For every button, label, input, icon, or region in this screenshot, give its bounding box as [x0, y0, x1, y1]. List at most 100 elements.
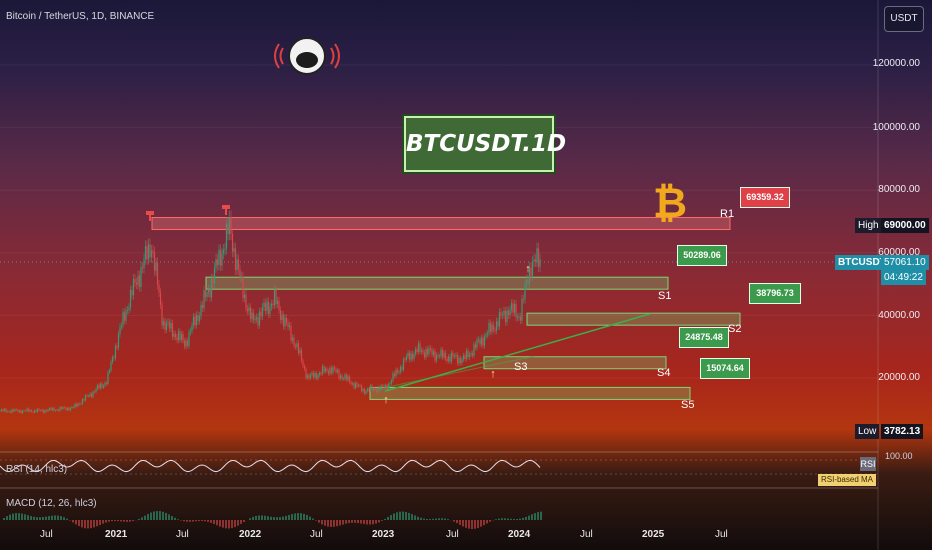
- candle-body: [77, 403, 79, 407]
- candle-body: [153, 252, 156, 271]
- candle-body: [131, 290, 133, 296]
- macd-bar: [405, 512, 407, 520]
- candle-body: [96, 385, 99, 390]
- candle-body: [167, 321, 169, 323]
- s2-callout: 38796.73: [749, 283, 801, 304]
- candle-body: [173, 333, 175, 337]
- candle-body: [366, 389, 369, 392]
- candle-body: [224, 248, 226, 250]
- candle-body: [6, 411, 9, 413]
- candle-body: [276, 300, 279, 305]
- macd-bar: [447, 519, 449, 520]
- candle-body: [149, 244, 151, 258]
- candle-body: [426, 348, 429, 355]
- candle-body: [318, 372, 321, 376]
- macd-bar: [126, 520, 128, 522]
- candle-body: [108, 370, 111, 373]
- candle-body: [495, 321, 498, 331]
- candle-body: [377, 387, 379, 393]
- candle-body: [210, 278, 213, 298]
- candle-body: [446, 358, 448, 361]
- candle-body: [215, 259, 217, 268]
- macd-bar: [540, 511, 542, 520]
- currency-button[interactable]: USDT: [884, 6, 924, 32]
- candle-body: [507, 310, 510, 316]
- candle-body: [12, 409, 15, 412]
- high-label: High: [855, 218, 882, 233]
- candle-body: [279, 310, 282, 321]
- candle-body: [177, 331, 180, 341]
- candle-body: [392, 373, 394, 381]
- rsi-label[interactable]: RSI (14, hlc3): [6, 464, 68, 475]
- candle-body: [374, 388, 376, 390]
- candle-body: [237, 259, 240, 270]
- macd-bar: [63, 517, 65, 520]
- candle-body: [303, 365, 306, 369]
- candle-body: [113, 357, 115, 359]
- candle-body: [156, 262, 159, 285]
- candle-body: [428, 347, 430, 355]
- candle-body: [171, 323, 174, 337]
- candle-body: [489, 322, 492, 332]
- macd-bar: [378, 520, 380, 523]
- candle-body: [288, 325, 291, 328]
- macd-bar: [189, 520, 191, 522]
- candle-body: [425, 348, 427, 358]
- macd-bar: [468, 520, 470, 529]
- low-label: Low: [855, 424, 880, 439]
- macd-bar: [345, 520, 347, 524]
- candle-body: [92, 391, 94, 398]
- price-tick: 60000.00: [878, 247, 920, 258]
- macd-bar: [351, 520, 353, 523]
- macd-bar: [360, 520, 362, 524]
- candle-body: [354, 383, 357, 389]
- candle-body: [26, 408, 28, 411]
- candle-body: [192, 316, 195, 326]
- candle-body: [101, 383, 103, 388]
- candle-body: [15, 409, 18, 411]
- candle-body: [14, 409, 16, 412]
- candle-body: [284, 317, 286, 327]
- macd-label[interactable]: MACD (12, 26, hlc3): [6, 498, 97, 509]
- macd-bar: [456, 520, 458, 524]
- candle-body: [42, 409, 45, 413]
- candle-body: [294, 345, 297, 348]
- candle-body: [309, 374, 312, 379]
- candle-body: [312, 372, 315, 378]
- macd-bar: [255, 515, 257, 520]
- candle-body: [2, 409, 4, 412]
- candle-body: [353, 383, 355, 389]
- candle-body: [432, 351, 435, 355]
- candle-body: [492, 324, 495, 330]
- candle-body: [491, 324, 493, 332]
- candle-body: [48, 408, 51, 410]
- candle-body: [233, 248, 235, 252]
- macd-bar: [336, 520, 338, 527]
- macd-bar: [3, 517, 5, 520]
- macd-bar: [183, 520, 185, 522]
- macd-bar: [282, 516, 284, 520]
- macd-bar: [294, 513, 296, 520]
- macd-bar: [225, 520, 227, 529]
- candle-body: [413, 354, 415, 360]
- candle-body: [261, 306, 264, 317]
- candle-body: [144, 246, 147, 260]
- candle-body: [404, 359, 406, 361]
- macd-bar: [48, 516, 50, 520]
- macd-bar: [273, 517, 275, 520]
- candle-body: [300, 349, 303, 361]
- candle-body: [486, 333, 489, 335]
- candle-body: [84, 395, 87, 401]
- signal-waves-icon: [274, 43, 340, 69]
- macd-bar: [261, 515, 263, 520]
- candle-body: [0, 409, 3, 411]
- macd-bar: [237, 520, 239, 526]
- candle-body: [95, 389, 97, 393]
- candle-body: [393, 373, 396, 377]
- candle-body: [383, 385, 385, 388]
- candle-body: [185, 340, 187, 347]
- candle-body: [24, 410, 27, 412]
- macd-bar: [399, 511, 401, 520]
- macd-bar: [501, 518, 503, 520]
